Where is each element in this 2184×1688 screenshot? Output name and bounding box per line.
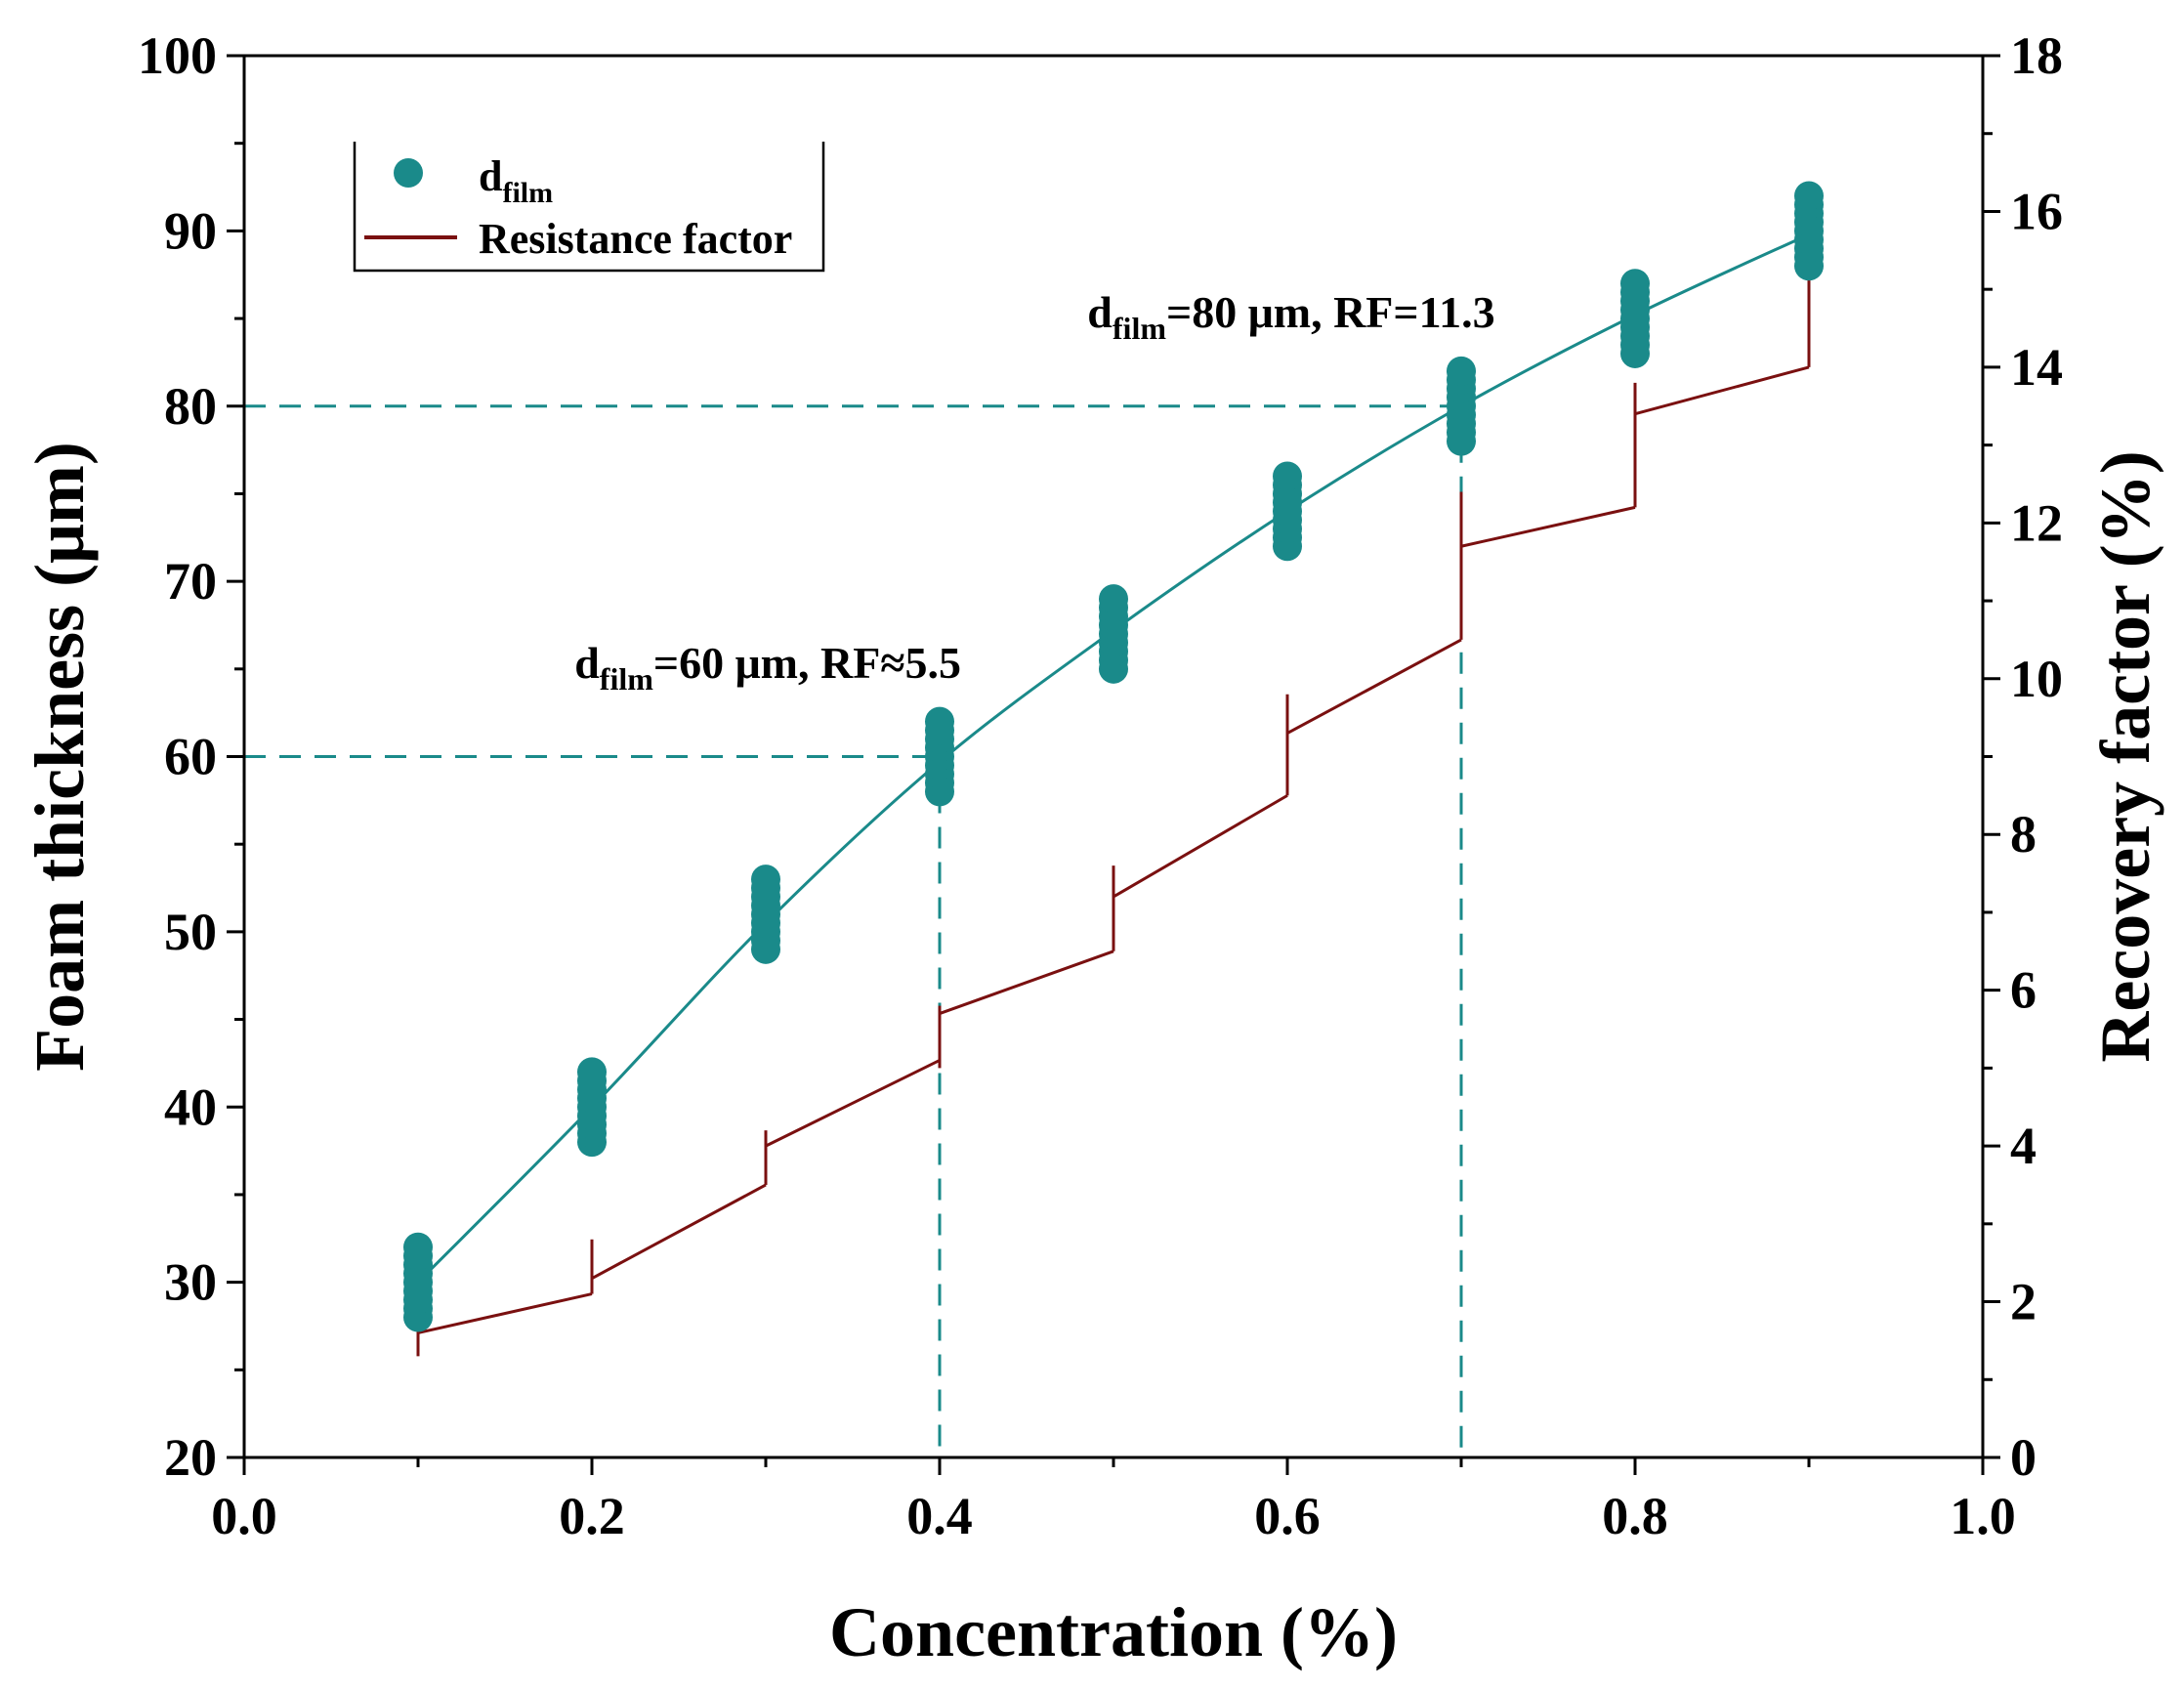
dfilm-point-cluster-1: [577, 1057, 607, 1158]
legend-label-rf: Resistance factor: [479, 215, 792, 263]
x-tick-label: 0.0: [211, 1487, 277, 1545]
y-right-tick-label: 8: [2010, 805, 2037, 864]
x-tick-label: 0.4: [906, 1487, 973, 1545]
y-left-axis-title: Foam thickness (μm): [21, 442, 99, 1072]
dfilm-point: [1794, 181, 1824, 211]
resistance-factor-series: [416, 211, 1811, 1357]
dfilm-point: [1273, 461, 1302, 491]
x-tick-label: 0.6: [1254, 1487, 1321, 1545]
rf-segment-1: [591, 1183, 767, 1280]
y-right-tick-label: 6: [2010, 961, 2037, 1020]
reference-lines: [244, 404, 1463, 1457]
rf-segment-6: [1460, 505, 1636, 548]
dfilm-point: [751, 865, 780, 895]
dfilm-point-cluster-4: [1099, 584, 1128, 684]
y-left-tick-label: 90: [164, 201, 217, 260]
axes: [227, 54, 2000, 1475]
annotation-sub: film: [1113, 311, 1166, 346]
y-right-tick-label: 2: [2010, 1273, 2037, 1331]
y-left-tick-label: 40: [164, 1077, 217, 1136]
dfilm-point: [577, 1057, 607, 1087]
dfilm-point-cluster-0: [403, 1232, 433, 1332]
dfilm-point: [1447, 356, 1476, 386]
annotation-main: d: [574, 638, 600, 688]
legend-label-sub: film: [502, 177, 553, 209]
y-right-axis-title: Recovery factor (%): [2086, 450, 2164, 1062]
dfilm-point: [1099, 584, 1128, 614]
y-right-tick-label: 14: [2010, 338, 2063, 397]
dfilm-point-cluster-7: [1620, 269, 1650, 368]
dfilm-point-cluster-5: [1273, 461, 1302, 562]
rf-segment-0: [417, 1292, 593, 1334]
y-right-tick-label: 10: [2010, 650, 2063, 708]
rf-segment-4: [1113, 794, 1288, 899]
annotation-rest: =80 μm, RF=11.3: [1166, 287, 1495, 337]
dfilm-point-cluster-3: [925, 706, 954, 807]
y-left-tick-label: 60: [164, 728, 217, 786]
dfilm-point-cluster-8: [1794, 181, 1824, 281]
annotation-0: dfilm=60 μm, RF≈5.5: [574, 638, 961, 696]
rf-segment-7: [1634, 365, 1810, 416]
dfilm-fit-curve: [416, 232, 1810, 1284]
y-left-tick-label: 70: [164, 552, 217, 611]
dfilm-point-cluster-2: [751, 865, 780, 964]
legend-box: [353, 142, 825, 273]
y-right-tick-label: 12: [2010, 493, 2063, 552]
x-tick-label: 0.2: [559, 1487, 625, 1545]
rf-segment-3: [939, 950, 1114, 1015]
dfilm-point: [403, 1232, 433, 1262]
chart-text: 0.0 0.2 0.4 0.6 0.8 1.0 20 30 40 50 60 70 80 90 100 0 2 4…: [21, 26, 2164, 1671]
legend-label-dfilm: dfilm: [479, 152, 553, 209]
y-left-tick-label: 20: [164, 1428, 217, 1487]
y-left-tick-label: 50: [164, 903, 217, 961]
x-tick-label: 0.8: [1602, 1487, 1668, 1545]
dfilm-fit-curve-group: [416, 232, 1810, 1284]
rf-segment-2: [765, 1059, 941, 1148]
y-right-tick-label: 0: [2010, 1428, 2037, 1487]
annotation-rest: =60 μm, RF≈5.5: [653, 638, 961, 688]
annotation-1: dfilm=80 μm, RF=11.3: [1087, 287, 1494, 346]
y-left-tick-label: 80: [164, 377, 217, 436]
legend-marker-dfilm: [394, 158, 423, 188]
dfilm-point-cluster-6: [1447, 356, 1476, 456]
annotation-sub: film: [600, 661, 653, 696]
y-left-tick-label: 30: [164, 1253, 217, 1312]
x-tick-label: 1.0: [1950, 1487, 2016, 1545]
dfilm-point: [1620, 269, 1650, 299]
y-right-tick-label: 16: [2010, 182, 2063, 240]
x-axis-title: Concentration (%): [829, 1593, 1398, 1671]
y-right-tick-label: 18: [2010, 26, 2063, 85]
y-left-tick-label: 100: [138, 26, 217, 85]
dfilm-point: [925, 706, 954, 737]
rf-segment-5: [1286, 638, 1462, 735]
y-right-tick-label: 4: [2010, 1117, 2037, 1175]
annotation-main: d: [1087, 287, 1113, 337]
legend-label-main: d: [479, 152, 502, 200]
dfilm-points: [403, 181, 1824, 1332]
legend: dfilm Resistance factor: [353, 142, 825, 273]
